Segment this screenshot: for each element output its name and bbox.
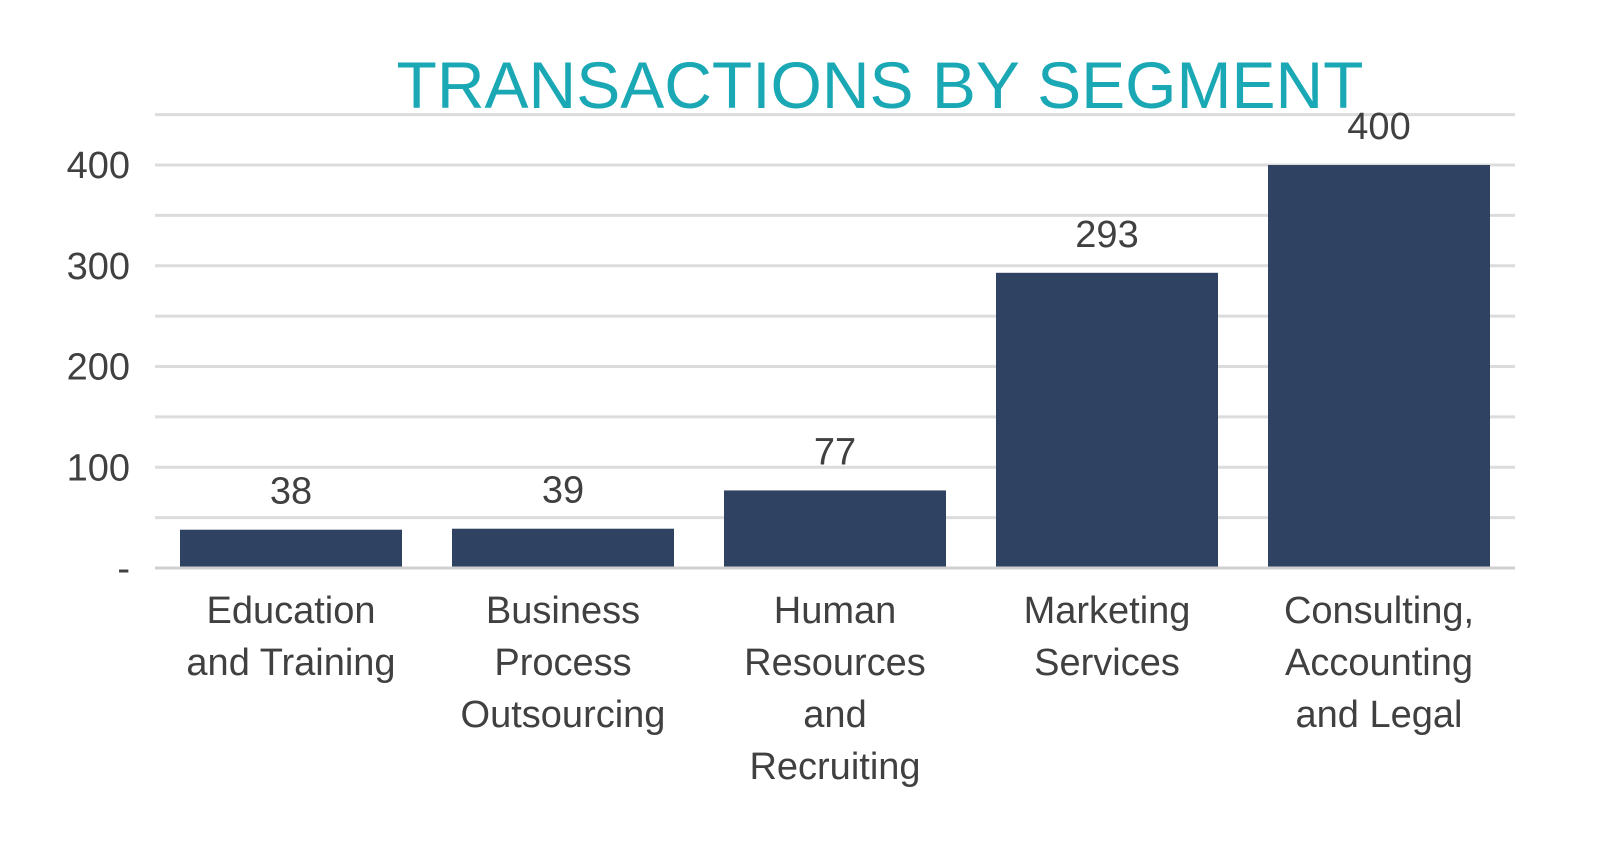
y-tick-label: 300: [67, 246, 130, 288]
category-label-line: and Training: [186, 642, 395, 684]
category-label-line: Marketing: [1024, 590, 1191, 632]
bar: [1268, 165, 1490, 568]
gridlines: [155, 113, 1515, 520]
chart-title: TRANSACTIONS BY SEGMENT: [397, 48, 1364, 122]
category-label-line: Consulting,: [1284, 590, 1474, 632]
category-label-line: Services: [1034, 642, 1180, 684]
category-label-line: Business: [486, 590, 640, 632]
category-label-line: Human: [774, 590, 897, 632]
y-tick-label: 100: [67, 447, 130, 489]
data-label: 400: [1347, 106, 1410, 148]
data-label: 293: [1075, 214, 1138, 256]
category-label-line: and: [803, 694, 866, 736]
y-tick-label: -: [117, 548, 130, 590]
category-label-line: Resources: [744, 642, 926, 684]
bar: [180, 529, 402, 568]
category-label-line: Education: [206, 590, 375, 632]
category-label-line: Accounting: [1285, 642, 1473, 684]
bar: [452, 528, 674, 568]
category-label-line: and Legal: [1296, 694, 1463, 736]
category-label-line: Process: [494, 642, 631, 684]
category-label-line: Outsourcing: [461, 694, 666, 736]
bar: [996, 272, 1218, 568]
category-label: Consulting, Accounting and Legal: [1284, 590, 1474, 736]
y-tick-label: 200: [67, 347, 130, 389]
category-label: Human Resources and Recruiting: [744, 590, 926, 788]
data-label: 77: [814, 431, 856, 473]
category-label: Business Process Outsourcing: [461, 590, 666, 736]
category-label: Marketing Services: [1024, 590, 1191, 684]
bar: [724, 490, 946, 568]
bars: [180, 165, 1490, 568]
y-tick-label: 400: [67, 145, 130, 187]
data-label: 38: [270, 471, 312, 513]
labels: - 100 200 300 400 38 Education and Training 39 Bu…: [67, 106, 1474, 788]
data-label: 39: [542, 470, 584, 512]
category-label: Education and Training: [186, 590, 395, 684]
category-label-line: Recruiting: [749, 746, 920, 788]
